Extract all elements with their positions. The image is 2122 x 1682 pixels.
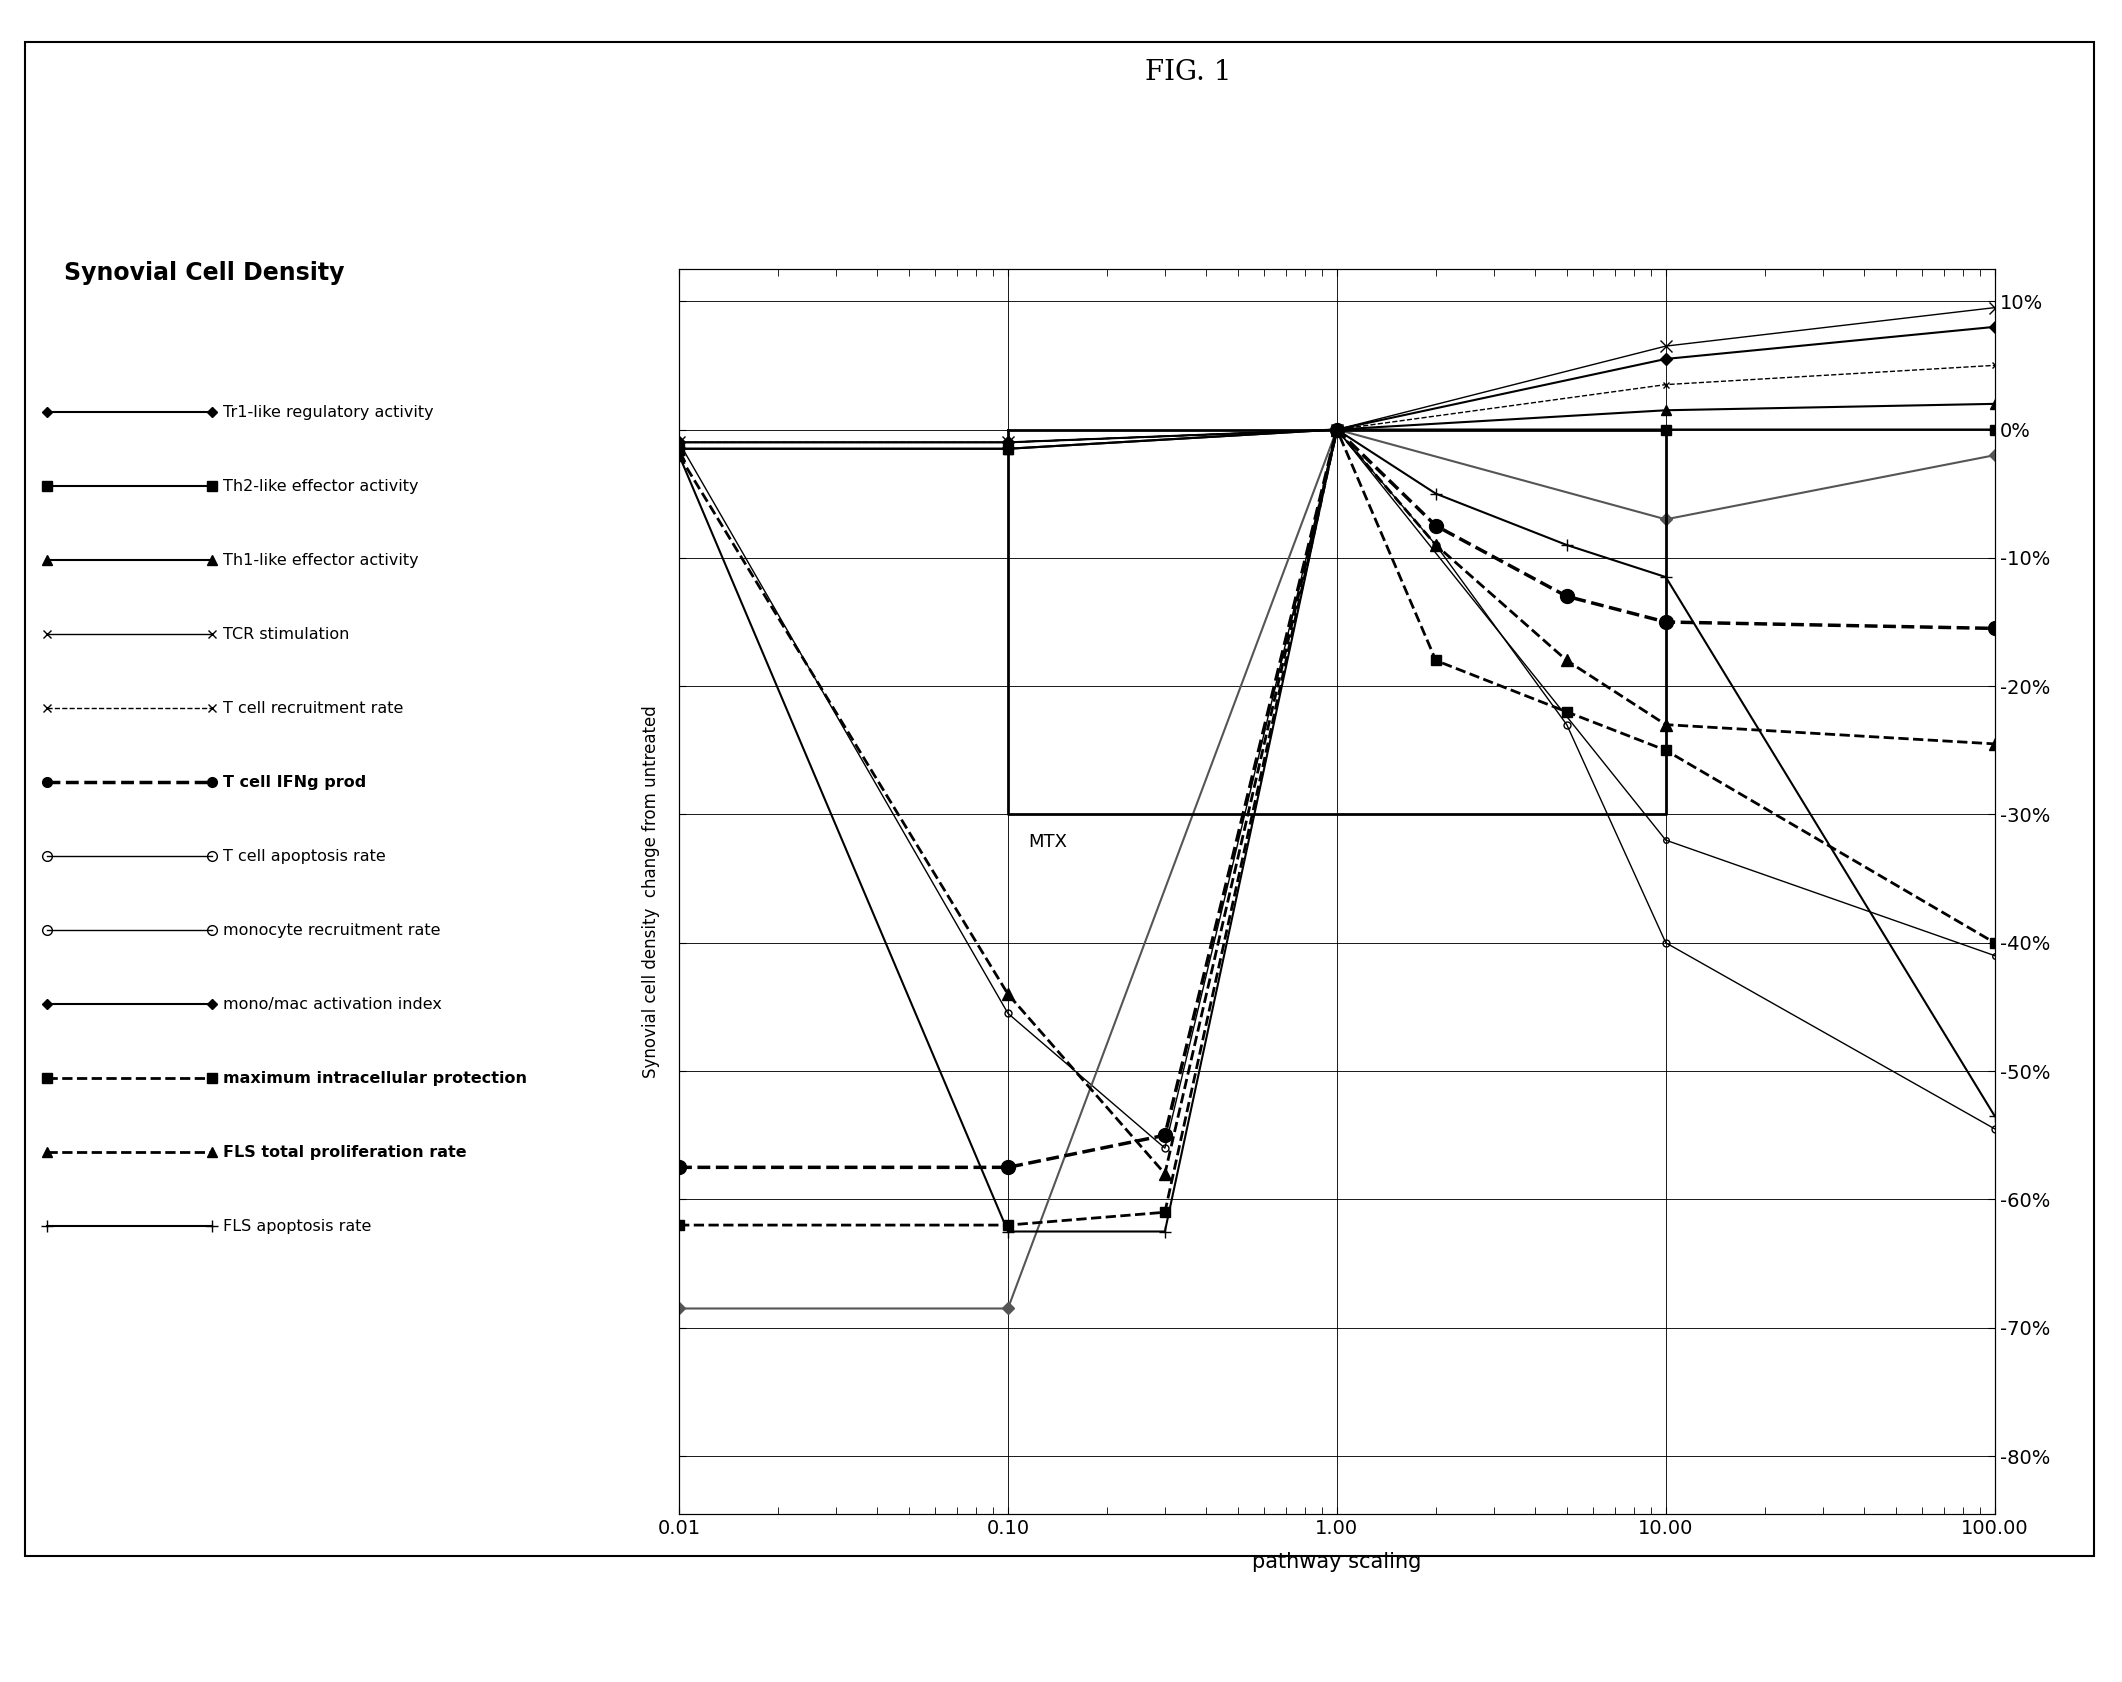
Text: FIG. 1: FIG. 1 <box>1146 59 1231 86</box>
Text: Th1-like effector activity: Th1-like effector activity <box>223 553 418 567</box>
Text: FLS apoptosis rate: FLS apoptosis rate <box>223 1219 371 1233</box>
Text: T cell IFNg prod: T cell IFNg prod <box>223 775 367 789</box>
Text: maximum intracellular protection: maximum intracellular protection <box>223 1071 526 1085</box>
Text: T cell recruitment rate: T cell recruitment rate <box>223 701 403 715</box>
Text: monocyte recruitment rate: monocyte recruitment rate <box>223 923 439 937</box>
Y-axis label: Synovial cell density  change from untreated: Synovial cell density change from untrea… <box>643 705 660 1078</box>
Text: T cell apoptosis rate: T cell apoptosis rate <box>223 849 386 863</box>
Text: TCR stimulation: TCR stimulation <box>223 627 350 641</box>
Text: Synovial Cell Density: Synovial Cell Density <box>64 261 344 284</box>
Text: MTX: MTX <box>1027 833 1067 851</box>
X-axis label: pathway scaling: pathway scaling <box>1252 1551 1422 1571</box>
Text: Tr1-like regulatory activity: Tr1-like regulatory activity <box>223 405 433 419</box>
Text: mono/mac activation index: mono/mac activation index <box>223 997 441 1011</box>
Text: Th2-like effector activity: Th2-like effector activity <box>223 479 418 493</box>
Text: FLS total proliferation rate: FLS total proliferation rate <box>223 1145 467 1159</box>
